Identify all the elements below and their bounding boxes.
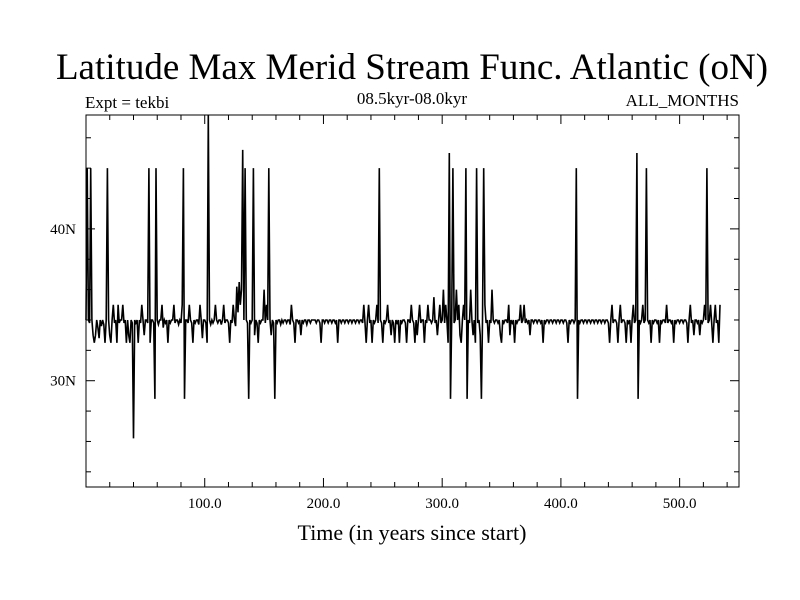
series-line: [85, 114, 721, 439]
experiment-label: Expt = tekbi: [85, 93, 169, 112]
y-tick-label: 40N: [50, 222, 76, 238]
x-tick-label: 400.0: [544, 496, 578, 512]
time-range-label: 08.5kyr-08.0kyr: [357, 89, 467, 108]
series-group: [85, 114, 721, 439]
x-axis-title: Time (in years since start): [298, 520, 527, 545]
x-tick-label: 100.0: [188, 496, 222, 512]
axis-ticks: [86, 115, 739, 487]
months-label: ALL_MONTHS: [626, 91, 739, 110]
plot-frame: [85, 114, 740, 488]
x-tick-label: 300.0: [425, 496, 459, 512]
x-tick-label: 500.0: [663, 496, 697, 512]
y-tick-label: 30N: [50, 374, 76, 390]
x-tick-label: 200.0: [307, 496, 341, 512]
chart-title: Latitude Max Merid Stream Func. Atlantic…: [56, 47, 768, 88]
tick-labels: 100.0 200.0 300.0 400.0 500.0 30N 40N: [50, 222, 696, 512]
